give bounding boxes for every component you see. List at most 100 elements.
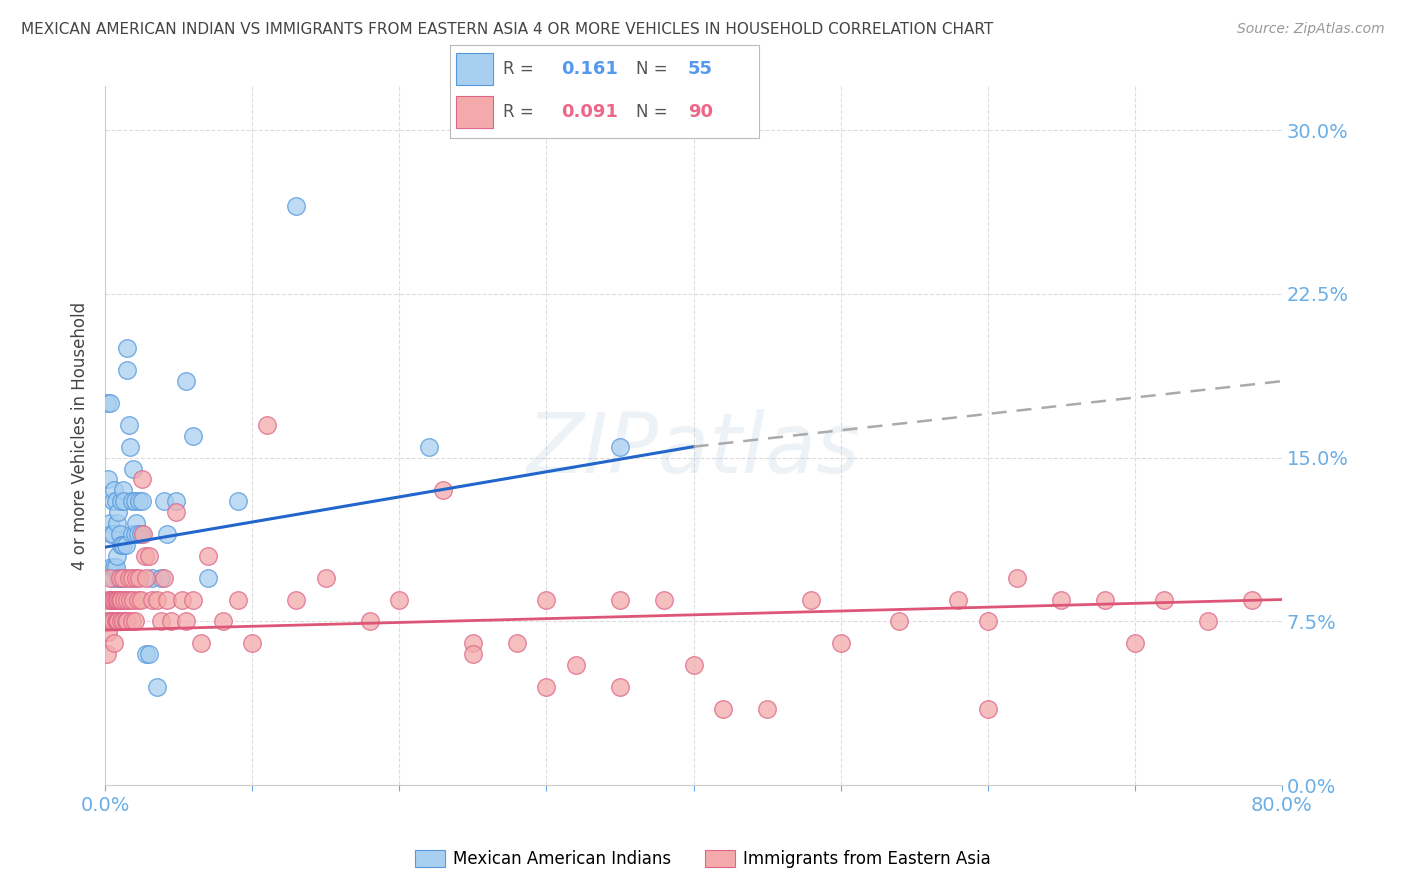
- Point: [165, 494, 187, 508]
- Point: [98, 516, 121, 530]
- Point: [118, 571, 141, 585]
- Point: [114, 615, 136, 629]
- Point: [111, 538, 134, 552]
- Point: [103, 636, 125, 650]
- Point: [108, 571, 131, 585]
- Point: [96, 396, 118, 410]
- Y-axis label: 4 or more Vehicles in Household: 4 or more Vehicles in Household: [72, 301, 89, 570]
- Point: [830, 636, 852, 650]
- Point: [976, 615, 998, 629]
- Point: [432, 483, 454, 498]
- Point: [1005, 571, 1028, 585]
- Point: [101, 592, 124, 607]
- Point: [565, 658, 588, 673]
- Point: [101, 615, 124, 629]
- Point: [153, 571, 176, 585]
- Point: [97, 472, 120, 486]
- Point: [120, 440, 142, 454]
- Point: [120, 592, 142, 607]
- Point: [127, 592, 149, 607]
- Point: [170, 592, 193, 607]
- Point: [506, 636, 529, 650]
- Point: [141, 571, 163, 585]
- Text: 90: 90: [688, 103, 713, 121]
- Point: [1123, 636, 1146, 650]
- Point: [122, 461, 145, 475]
- Point: [138, 549, 160, 563]
- Point: [1050, 592, 1073, 607]
- Point: [104, 559, 127, 574]
- Text: 0.091: 0.091: [561, 103, 619, 121]
- Point: [105, 549, 128, 563]
- Point: [101, 527, 124, 541]
- Point: [536, 680, 558, 694]
- Point: [112, 494, 135, 508]
- Point: [131, 472, 153, 486]
- Text: 0.161: 0.161: [561, 60, 619, 78]
- Point: [135, 647, 157, 661]
- Point: [104, 615, 127, 629]
- Point: [104, 494, 127, 508]
- Point: [609, 592, 631, 607]
- Point: [141, 592, 163, 607]
- Point: [111, 571, 134, 585]
- Point: [121, 527, 143, 541]
- Legend: Mexican American Indians, Immigrants from Eastern Asia: Mexican American Indians, Immigrants fro…: [408, 843, 998, 875]
- Text: MEXICAN AMERICAN INDIAN VS IMMIGRANTS FROM EASTERN ASIA 4 OR MORE VEHICLES IN HO: MEXICAN AMERICAN INDIAN VS IMMIGRANTS FR…: [21, 22, 994, 37]
- Point: [711, 702, 734, 716]
- Point: [153, 494, 176, 508]
- Point: [107, 571, 129, 585]
- Point: [226, 592, 249, 607]
- Point: [129, 527, 152, 541]
- Point: [240, 636, 263, 650]
- Point: [117, 363, 139, 377]
- Point: [976, 702, 998, 716]
- Point: [111, 615, 134, 629]
- Text: N =: N =: [636, 60, 672, 78]
- Point: [101, 494, 124, 508]
- Point: [107, 592, 129, 607]
- Point: [125, 516, 148, 530]
- Point: [134, 549, 156, 563]
- Point: [183, 592, 205, 607]
- Point: [128, 571, 150, 585]
- Point: [110, 592, 132, 607]
- Point: [461, 636, 484, 650]
- Point: [98, 592, 121, 607]
- Point: [536, 592, 558, 607]
- Point: [145, 680, 167, 694]
- Point: [135, 571, 157, 585]
- Point: [128, 494, 150, 508]
- Point: [165, 505, 187, 519]
- Point: [107, 505, 129, 519]
- Point: [131, 494, 153, 508]
- Point: [108, 571, 131, 585]
- Point: [285, 199, 308, 213]
- Point: [145, 592, 167, 607]
- Point: [98, 396, 121, 410]
- Point: [132, 527, 155, 541]
- Point: [127, 527, 149, 541]
- Point: [652, 592, 675, 607]
- Text: R =: R =: [502, 60, 538, 78]
- Text: R =: R =: [502, 103, 538, 121]
- Point: [315, 571, 337, 585]
- Point: [124, 615, 146, 629]
- Point: [112, 571, 135, 585]
- Point: [96, 615, 118, 629]
- Point: [122, 592, 145, 607]
- Point: [138, 647, 160, 661]
- Point: [1094, 592, 1116, 607]
- Point: [1153, 592, 1175, 607]
- Point: [98, 571, 121, 585]
- Point: [1197, 615, 1219, 629]
- Point: [889, 615, 911, 629]
- Point: [101, 571, 124, 585]
- Point: [359, 615, 381, 629]
- Point: [108, 592, 131, 607]
- Point: [121, 615, 143, 629]
- Point: [174, 615, 197, 629]
- Point: [103, 592, 125, 607]
- Point: [103, 559, 125, 574]
- Point: [117, 615, 139, 629]
